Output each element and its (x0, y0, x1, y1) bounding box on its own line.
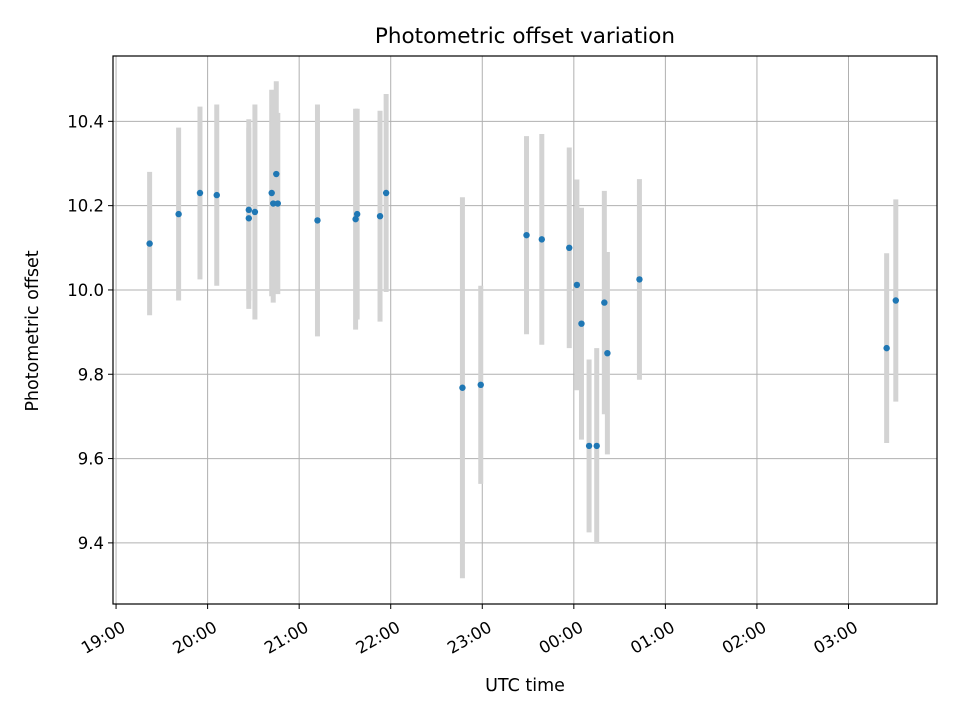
data-point (593, 442, 600, 450)
y-tick-label: 10.2 (67, 197, 104, 216)
data-point (604, 349, 611, 357)
data-point (245, 206, 253, 214)
point-layer (146, 170, 899, 450)
data-point (314, 217, 321, 224)
y-tick-label: 9.6 (78, 450, 104, 469)
data-point (251, 208, 259, 216)
data-point (245, 215, 253, 222)
data-point (268, 189, 275, 197)
y-tick-label: 9.4 (78, 534, 104, 553)
data-point (274, 200, 281, 207)
y-tick-label: 9.8 (78, 365, 104, 384)
data-point (213, 191, 220, 199)
data-point (883, 344, 890, 352)
data-point (382, 189, 390, 197)
data-point (538, 236, 545, 243)
data-point (523, 231, 530, 239)
data-point (196, 189, 204, 197)
data-point (270, 200, 277, 207)
data-point (273, 170, 280, 178)
y-axis-label: Photometric offset (23, 250, 43, 411)
data-point (892, 297, 899, 304)
data-point (578, 320, 585, 327)
chart-title: Photometric offset variation (375, 24, 675, 49)
data-point (352, 215, 359, 223)
data-point (585, 442, 593, 450)
data-point (566, 244, 573, 251)
y-tick-label: 10.0 (67, 281, 104, 300)
data-point (477, 381, 484, 388)
data-point (601, 299, 608, 306)
data-point (175, 210, 182, 218)
data-point (636, 276, 643, 283)
x-axis-label: UTC time (485, 676, 565, 696)
plot-frame (112, 55, 938, 605)
y-tick-label: 10.4 (67, 112, 104, 131)
data-point (353, 210, 361, 218)
data-point (573, 281, 581, 289)
data-point (376, 212, 384, 220)
data-point (459, 384, 466, 391)
data-point (146, 240, 153, 247)
